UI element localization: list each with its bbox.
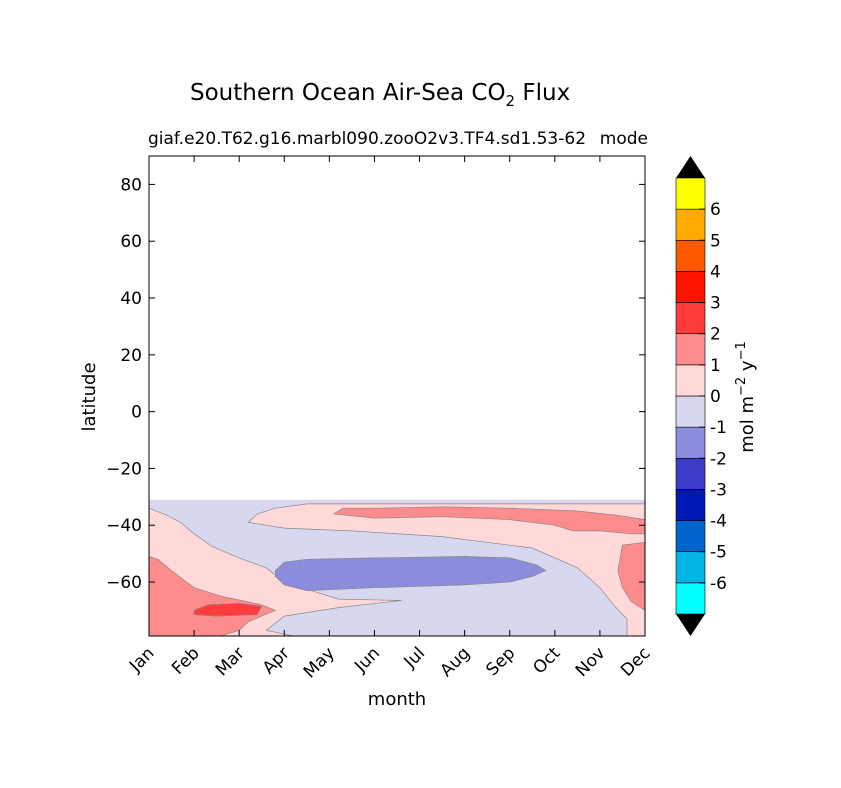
x-tick-label: Oct: [529, 643, 564, 678]
y-tick-label: −60: [106, 573, 142, 593]
colorbar-extend-min: [676, 614, 705, 636]
colorbar-bin: [675, 457, 706, 490]
plot-frame: [148, 155, 646, 637]
colorbar-bin: [675, 520, 706, 553]
x-tick-label: Jul: [400, 643, 429, 672]
title-subscript: 2: [506, 92, 516, 110]
x-tick-label: Jun: [350, 643, 384, 677]
y-axis: 80 60 40 20 0 −20 −40 −60: [106, 175, 645, 593]
x-tick-label: Sep: [482, 643, 519, 680]
x-tick-label: Mar: [212, 643, 249, 680]
colorbar-bin: [675, 364, 706, 397]
colorbar-bin: [675, 395, 706, 428]
colorbar-bin: [675, 582, 706, 615]
contour-fill-layer: [148, 499, 646, 637]
colorbar-bin: [675, 302, 706, 335]
colorbar-bin: [675, 333, 706, 366]
contour-region-7: [274, 556, 547, 591]
y-tick-label: 0: [131, 403, 142, 423]
y-tick-label: −40: [106, 516, 142, 536]
y-tick-label: −20: [106, 459, 142, 479]
y-axis-label: latitude: [79, 362, 100, 431]
colorbar-bin: [675, 551, 706, 584]
colorbar-label: mol m−2 y−1: [734, 341, 758, 453]
contour-region-6: [193, 602, 263, 617]
colorbar-bin: [675, 426, 706, 459]
colorbar-tick-label: 5: [710, 231, 721, 251]
colorbar-tick-label: -6: [710, 574, 727, 594]
colorbar-tick-label: 2: [710, 325, 721, 345]
chart-subtitle: giaf.e20.T62.g16.marbl090.zooO2v3.TF4.sd…: [148, 129, 586, 149]
x-tick-label: Jan: [125, 643, 158, 676]
colorbar-extend-max: [676, 156, 705, 178]
x-tick-label: Nov: [572, 643, 610, 681]
colorbar-tick-label: 3: [710, 294, 721, 314]
y-tick-label: 40: [120, 289, 142, 309]
x-tick-label: Dec: [617, 643, 654, 680]
x-tick-label: Apr: [259, 643, 294, 678]
colorbar-tick-label: -5: [710, 543, 727, 563]
contour-region-3: [148, 556, 277, 637]
colorbar-tick-label: 0: [710, 387, 721, 407]
colorbar-bin: [675, 271, 706, 303]
chart-subtitle-right: mode: [600, 129, 648, 149]
colorbar-bin: [675, 489, 706, 521]
colorbar-tick-label: -4: [710, 512, 727, 532]
colorbar: [675, 156, 706, 636]
colorbar-tick-label: 4: [710, 262, 721, 282]
colorbar-tick-label: 1: [710, 356, 721, 376]
x-tick-label: Aug: [437, 643, 475, 681]
colorbar-tick-label: 6: [710, 200, 721, 220]
x-tick-label: Feb: [168, 643, 203, 678]
colorbar-bin: [675, 239, 706, 272]
x-tick-label: May: [300, 643, 339, 682]
colorbar-tick-label: -3: [710, 480, 727, 500]
x-axis-label: month: [368, 689, 426, 710]
colorbar-tick-label: -2: [710, 449, 727, 469]
y-tick-label: 80: [120, 175, 142, 195]
y-tick-label: 60: [120, 232, 142, 252]
colorbar-ticks: -6 -5 -4 -3 -2 -1 0 1 2 3 4 5 6: [699, 200, 727, 594]
chart-title: Southern Ocean Air-Sea CO2 Flux: [190, 80, 570, 110]
colorbar-bin: [675, 177, 706, 210]
colorbar-tick-label: -1: [710, 418, 727, 438]
colorbar-bin: [675, 208, 706, 241]
y-tick-label: 20: [120, 346, 142, 366]
